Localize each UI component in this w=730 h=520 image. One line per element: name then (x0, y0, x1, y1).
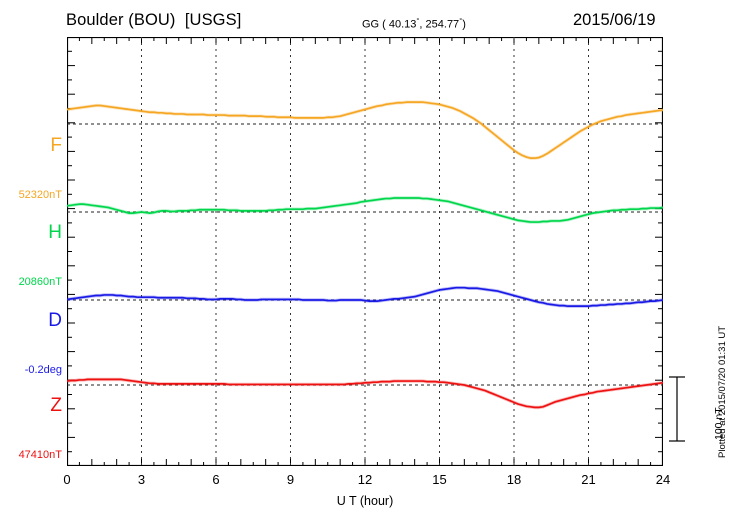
x-axis-title: U T (hour) (336, 494, 394, 508)
geo-prefix: GG ( 40.13 (362, 18, 417, 31)
x-tick-label-24: 24 (655, 472, 671, 487)
plot-area (67, 37, 663, 466)
observation-date: 2015/06/19 (573, 11, 656, 29)
geo-mid: , 254.77 (419, 18, 460, 31)
trace-label-f: F 52320nT (0, 104, 62, 233)
degree-symbol-lon: ° (459, 16, 463, 25)
geographic-coordinates: GG ( 40.13°, 254.77°) (362, 16, 466, 31)
trace-baseline-h: 20860nT (18, 276, 62, 288)
trace-baseline-f: 52320nT (18, 189, 62, 201)
geo-suffix: ) (462, 18, 466, 31)
magnetogram-plot (67, 37, 663, 466)
trace-baseline-d: -0.2deg (24, 364, 62, 376)
x-tick-label-6: 6 (212, 472, 220, 487)
amplitude-scale-bar (669, 376, 685, 442)
x-tick-label-21: 21 (581, 472, 596, 487)
station-title: Boulder (BOU) [USGS] (66, 11, 242, 29)
trace-label-h: H 20860nT (0, 191, 62, 320)
trace-name-f: F (50, 135, 62, 156)
trace-baseline-z: 47410nT (18, 449, 62, 461)
degree-symbol-lat: ° (416, 16, 420, 25)
trace-name-d: D (48, 310, 62, 331)
plot-timestamp: Plotted at 2015/07/20 01:31 UT (717, 325, 728, 458)
x-tick-label-15: 15 (432, 472, 447, 487)
x-tick-label-18: 18 (506, 472, 522, 487)
trace-label-z: Z 47410nT (0, 364, 62, 493)
x-tick-label-3: 3 (137, 472, 146, 487)
trace-name-h: H (48, 222, 62, 243)
x-tick-label-12: 12 (357, 472, 373, 487)
x-tick-label-9: 9 (286, 472, 295, 487)
trace-name-z: Z (50, 395, 62, 416)
x-tick-label-0: 0 (63, 472, 71, 487)
trace-label-d: D -0.2deg (0, 279, 62, 408)
